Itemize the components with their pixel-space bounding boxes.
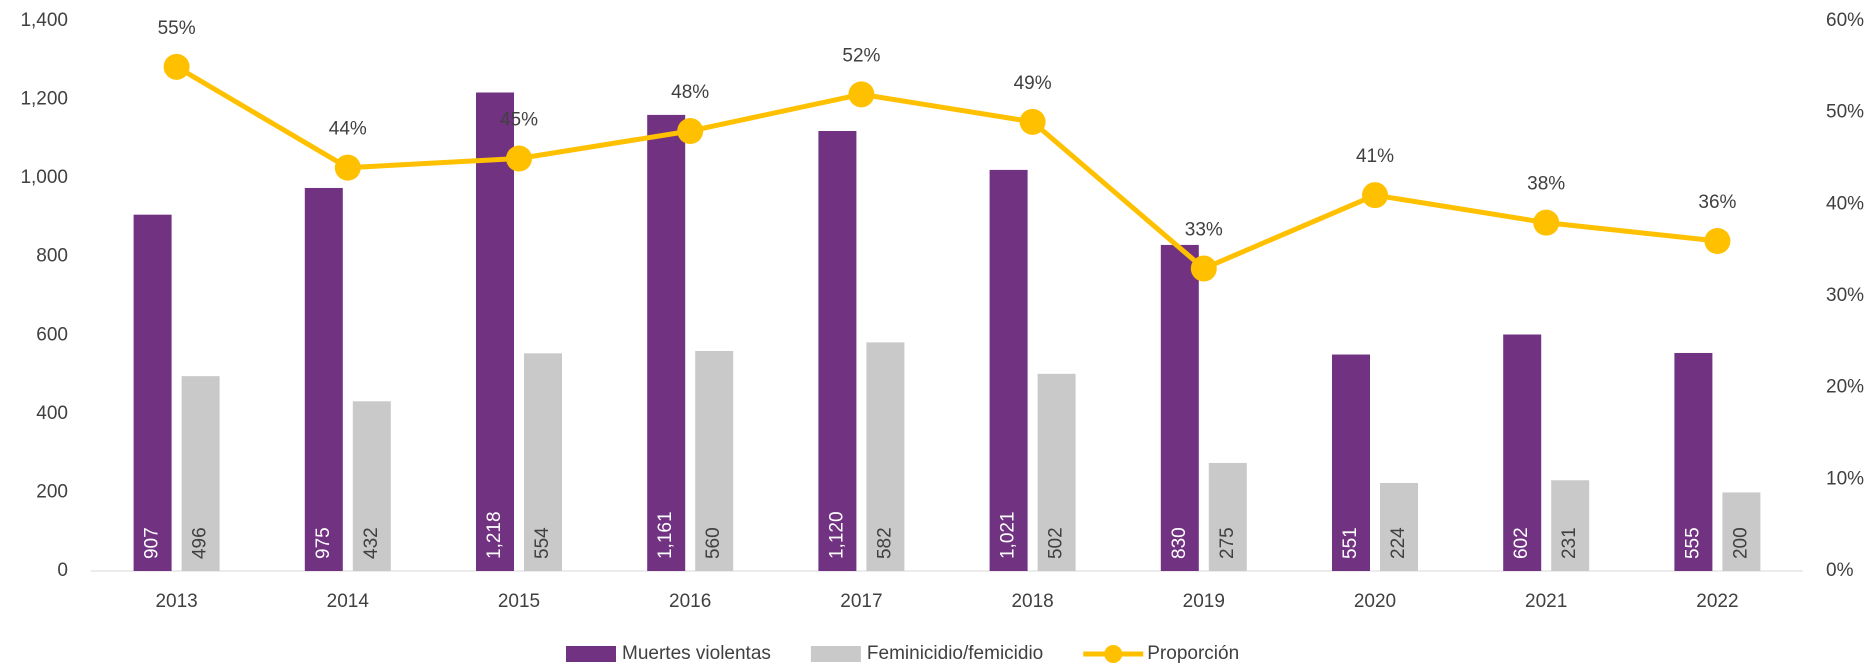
bar [647,114,686,572]
y-tick-label: 1,400 [20,10,68,31]
data-label: 44% [329,119,367,140]
line-marker [1190,255,1217,282]
y2-tick-label: 0% [1826,560,1854,581]
data-label: 224 [1388,527,1409,559]
line-marker [848,81,875,108]
bar [1160,244,1199,571]
x-tick-label: 2013 [155,591,197,612]
data-label: 33% [1185,220,1223,241]
data-label: 55% [158,18,196,39]
line-marker [1704,228,1731,254]
x-tick-label: 2017 [840,591,882,612]
data-label: 554 [532,527,553,559]
bar [1503,334,1542,571]
data-label: 1,120 [826,511,847,559]
data-label: 200 [1730,527,1751,559]
line-marker [1533,209,1560,236]
x-tick-label: 2014 [327,591,370,612]
data-label: 502 [1046,527,1067,559]
y2-tick-label: 50% [1826,102,1864,123]
y2-tick-label: 30% [1826,285,1864,306]
bar [1674,352,1713,571]
data-label: 582 [874,527,895,559]
y2-tick-label: 10% [1826,468,1864,489]
y-tick-label: 1,200 [20,89,68,110]
data-label: 830 [1169,527,1190,559]
line-marker [1019,108,1046,135]
line-marker [163,53,190,80]
bar [181,376,220,571]
bar [1380,483,1418,571]
legend-label: Proporción [1147,643,1239,664]
data-label: 432 [361,527,382,559]
bar [1037,373,1076,571]
y-tick-label: 200 [36,481,68,502]
bar [818,131,857,571]
x-tick-label: 2015 [498,591,540,612]
legend-label: Feminicidio/femicidio [867,643,1043,664]
data-label: 975 [313,527,334,559]
data-label: 38% [1527,174,1565,195]
x-tick-label: 2022 [1696,591,1738,612]
bar [1208,462,1247,571]
data-label: 496 [190,527,211,559]
data-label: 41% [1356,146,1394,167]
y2-tick-label: 20% [1826,377,1864,398]
x-tick-label: 2020 [1354,591,1396,612]
bar [352,401,391,571]
x-tick-label: 2018 [1011,591,1053,612]
line-marker [334,154,361,181]
data-label: 555 [1682,527,1703,559]
bar [1551,480,1590,571]
bar [866,342,905,571]
x-tick-label: 2021 [1525,591,1567,612]
legend-swatch [1104,645,1123,663]
y-tick-label: 400 [36,403,68,424]
y-tick-label: 0 [57,560,68,581]
y2-tick-label: 60% [1826,10,1864,31]
bar [133,214,172,571]
data-label: 551 [1340,527,1361,559]
legend-swatch [566,646,616,662]
bar [1722,492,1761,571]
bar [524,353,562,571]
line-marker [506,145,532,172]
y-tick-label: 800 [36,246,68,267]
x-tick-label: 2016 [669,591,711,612]
data-label: 275 [1217,527,1238,559]
bar [476,92,514,571]
data-label: 48% [671,82,709,103]
line-marker [677,118,704,144]
data-label: 560 [703,527,724,559]
data-label: 907 [142,527,163,559]
bar [1332,354,1370,571]
data-label: 36% [1698,192,1736,213]
data-label: 1,021 [998,511,1019,559]
data-label: 45% [500,110,538,131]
data-label: 49% [1014,73,1052,94]
bar [695,351,734,571]
x-tick-label: 2019 [1183,591,1225,612]
legend-label: Muertes violentas [622,643,771,664]
y-tick-label: 1,000 [20,167,68,188]
bar [304,187,343,571]
line-marker [1362,182,1388,209]
data-label: 231 [1559,527,1580,559]
legend-swatch [810,646,861,662]
data-label: 52% [842,45,880,66]
data-label: 1,218 [484,511,505,559]
data-label: 1,161 [655,511,676,559]
y-tick-label: 600 [36,324,68,345]
bar [989,169,1028,571]
y2-tick-label: 40% [1826,193,1864,214]
line [175,64,1718,272]
data-label: 602 [1511,527,1532,559]
